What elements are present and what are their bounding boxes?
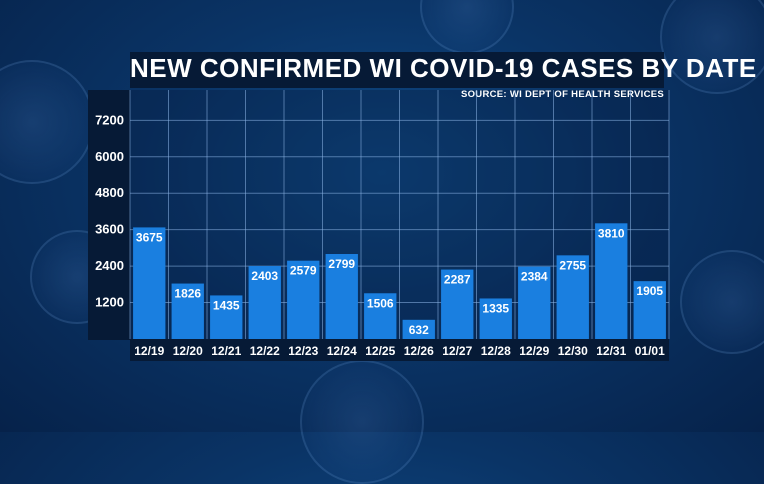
bar [364, 293, 397, 339]
data-label: 2579 [290, 264, 317, 278]
x-tick-label: 12/22 [250, 344, 280, 358]
title-band [130, 52, 664, 88]
x-tick-label: 12/23 [288, 344, 318, 358]
data-label: 1335 [482, 301, 509, 315]
bar [518, 266, 551, 339]
chart-title: NEW CONFIRMED WI COVID-19 CASES BY DATE [130, 53, 757, 83]
virus-decoration-icon [0, 60, 94, 184]
x-tick-label: 01/01 [635, 344, 665, 358]
data-label: 1905 [636, 284, 663, 298]
x-tick-label: 12/20 [173, 344, 203, 358]
bar [248, 266, 281, 339]
bar [210, 295, 243, 339]
y-tick-label: 4800 [95, 185, 124, 200]
bar [556, 255, 589, 339]
x-tick-label: 12/29 [519, 344, 549, 358]
bar [402, 319, 435, 339]
y-tick-label: 3600 [95, 222, 124, 237]
bar [441, 269, 474, 339]
x-tick-label: 12/25 [365, 344, 395, 358]
data-label: 3810 [598, 226, 625, 240]
x-tick-label: 12/30 [558, 344, 588, 358]
x-tick-label: 12/28 [481, 344, 511, 358]
y-tick-label: 7200 [95, 112, 124, 127]
data-label: 1435 [213, 298, 240, 312]
x-tick-label: 12/26 [404, 344, 434, 358]
bar [133, 227, 166, 339]
bar [633, 281, 666, 339]
bar [325, 254, 358, 339]
y-tick-label: 2400 [95, 258, 124, 273]
data-label: 3675 [136, 230, 163, 244]
x-tick-label: 12/24 [327, 344, 357, 358]
data-label: 2403 [251, 269, 278, 283]
x-tick-label: 12/19 [134, 344, 164, 358]
x-tick-label: 12/27 [442, 344, 472, 358]
chart-subtitle: SOURCE: WI DEPT OF HEALTH SERVICES [460, 89, 664, 100]
virus-decoration-icon [660, 0, 764, 94]
data-label: 2384 [521, 270, 548, 284]
data-label: 2287 [444, 273, 471, 287]
bar [287, 260, 320, 339]
bar [479, 298, 512, 339]
virus-decoration-icon [680, 250, 764, 354]
x-tick-label: 12/31 [596, 344, 626, 358]
data-label: 2755 [559, 258, 586, 272]
bar-chart: 1200 2400 3600 4800 6000 7200 3675 12/19 1826 12/… [95, 90, 670, 358]
bar [171, 283, 204, 339]
x-axis-panel [130, 339, 669, 361]
data-label: 632 [409, 323, 429, 337]
data-label: 1826 [174, 287, 201, 301]
data-label: 2799 [328, 257, 355, 271]
y-axis-panel [88, 90, 130, 340]
data-label: 1506 [367, 296, 394, 310]
y-tick-label: 6000 [95, 149, 124, 164]
x-tick-label: 12/21 [211, 344, 241, 358]
y-tick-label: 1200 [95, 295, 124, 310]
bar [595, 223, 628, 339]
